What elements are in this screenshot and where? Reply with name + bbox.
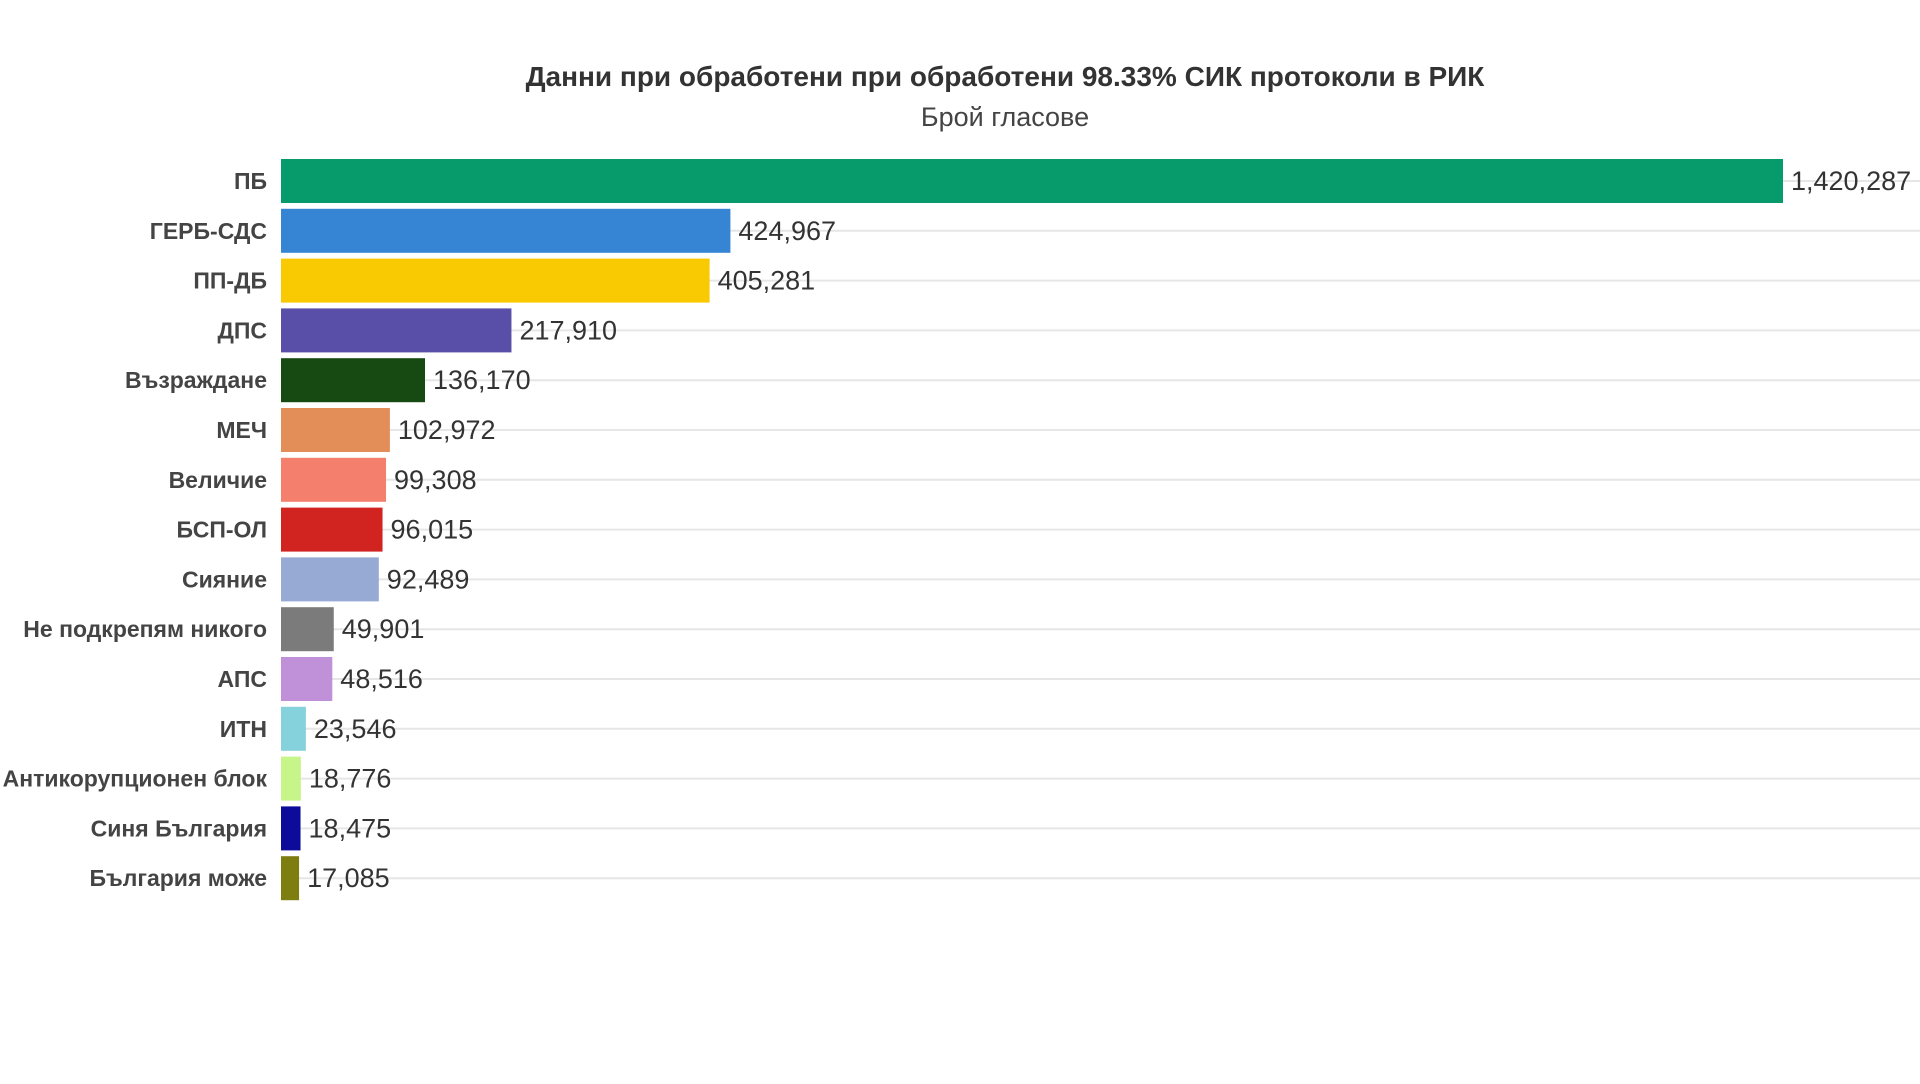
value-label: 49,901 xyxy=(342,614,425,644)
bar-2 xyxy=(281,258,710,303)
value-label: 92,489 xyxy=(387,564,470,594)
bar-3 xyxy=(281,308,512,353)
value-label: 48,516 xyxy=(340,664,423,694)
category-label: МЕЧ xyxy=(216,417,267,443)
category-label: Възраждане xyxy=(125,367,267,393)
value-label: 424,967 xyxy=(738,216,836,246)
category-label: Антикорупционен блок xyxy=(3,766,268,792)
bar-11 xyxy=(281,706,306,751)
category-label: АПС xyxy=(218,666,267,692)
bar-14 xyxy=(281,856,300,901)
value-label: 102,972 xyxy=(398,415,496,445)
category-label: ПБ xyxy=(234,168,267,194)
bar-13 xyxy=(281,806,301,851)
bar-4 xyxy=(281,358,426,403)
bar-8 xyxy=(281,557,379,602)
category-label: Величие xyxy=(169,467,267,493)
category-labels: ПБ ГЕРБ-СДС ПП-ДБ ДПС Възраждане МЕЧ Величие БС… xyxy=(3,168,268,891)
bar-5 xyxy=(281,408,390,452)
category-label: ИТН xyxy=(220,716,267,742)
category-label: ГЕРБ-СДС xyxy=(150,218,267,244)
value-label: 1,420,287 xyxy=(1791,166,1911,196)
gridlines xyxy=(281,180,1920,880)
chart-title: Данни при обработени при обработени 98.3… xyxy=(526,61,1486,92)
category-label: Сияние xyxy=(182,566,267,592)
category-label: БСП-ОЛ xyxy=(177,517,267,543)
value-label: 18,776 xyxy=(309,764,392,794)
value-labels: 1,420,287 424,967 405,281 217,910 136,170 102… xyxy=(307,166,1911,893)
bars xyxy=(281,159,1783,901)
bar-10 xyxy=(281,657,333,701)
chart-subtitle: Брой гласове xyxy=(921,102,1089,132)
bar-0 xyxy=(281,159,1783,203)
value-label: 99,308 xyxy=(394,465,477,495)
value-label: 18,475 xyxy=(309,813,392,843)
bar-7 xyxy=(281,507,383,552)
category-label: ПП-ДБ xyxy=(193,268,267,294)
category-label: Не подкрепям никого xyxy=(23,616,267,642)
bar-12 xyxy=(281,756,301,801)
value-label: 405,281 xyxy=(718,266,816,296)
value-label: 17,085 xyxy=(307,863,390,893)
bar-1 xyxy=(281,208,731,253)
value-label: 217,910 xyxy=(519,315,617,345)
category-label: Синя България xyxy=(91,815,267,841)
bar-6 xyxy=(281,457,387,502)
bar-9 xyxy=(281,607,334,652)
category-label: България може xyxy=(89,865,267,891)
category-label: ДПС xyxy=(217,317,267,343)
value-label: 96,015 xyxy=(391,515,474,545)
value-label: 136,170 xyxy=(433,365,531,395)
value-label: 23,546 xyxy=(314,714,397,744)
